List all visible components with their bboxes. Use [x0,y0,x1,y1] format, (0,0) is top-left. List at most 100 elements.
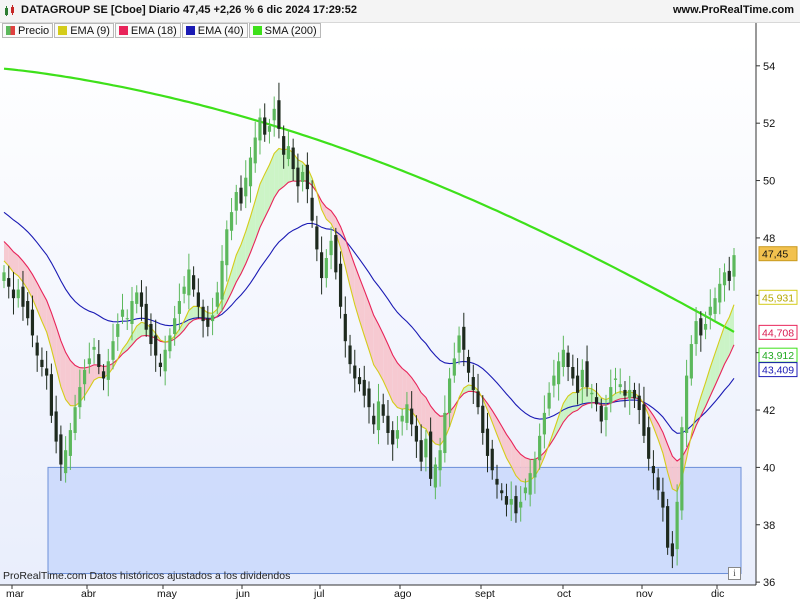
candle-body [547,392,551,409]
candle-body [82,369,87,385]
candle [438,437,442,487]
candle-body [282,136,286,155]
sma200-value-box-label: 43,912 [762,350,794,362]
ema-cloud-segment [411,377,417,418]
ema40-value-box: 43,409 [758,362,798,378]
candle [343,296,347,358]
candle [206,305,210,337]
ema-cloud-segment [406,372,412,412]
candle-body [192,275,196,290]
candle [173,305,177,346]
info-icon[interactable]: i [728,567,741,580]
candle-body [362,379,366,396]
ema-cloud-segment [13,251,19,276]
candle [163,335,167,386]
candle-body [154,335,158,356]
candle-body [552,375,556,386]
ema9-value-box-bg [758,289,798,305]
candle [452,342,456,383]
candle [528,459,532,507]
candle [26,292,30,326]
ema-cloud-segment [179,320,185,336]
candle-body [7,278,11,287]
candle-body [73,407,77,433]
y-tick-label: 48 [763,233,775,245]
candle-body [234,192,238,211]
candle-body [533,458,537,478]
legend-item-ema9[interactable]: EMA (9) [54,23,114,38]
candle-body [310,197,314,221]
price-chart[interactable]: 36 38 40 42 48 50 52 54 mar abr may jun jul ago sept o… [0,23,800,600]
ema18-line [3,179,735,462]
candle [68,422,72,470]
candle-body [680,427,684,511]
brand-url[interactable]: www.ProRealTime.com [672,4,794,16]
ema-cloud-segment [274,148,279,198]
ema-cloud-segment [18,255,23,283]
candle [405,391,409,431]
legend-item-price[interactable]: Precio [2,23,54,38]
candle [106,348,110,397]
candle-body [97,354,101,367]
candle-body [495,478,499,485]
candle-body [722,272,727,286]
candle-body [139,292,144,307]
ema-cloud-segment [8,246,14,273]
candle-body [684,375,689,433]
candle-body [618,384,622,388]
candle-body [689,344,693,379]
candle [92,338,96,364]
candle [542,395,546,449]
candle-body [433,464,437,488]
candle-body [92,346,96,350]
legend-item-sma200[interactable]: SMA (200) [248,23,321,38]
x-tick-label: oct [557,588,571,600]
candle [177,283,181,331]
candle [149,313,153,356]
candle-body [623,389,627,396]
ema-cloud-segment [582,387,588,406]
candle [348,334,352,374]
candle-body [130,301,134,324]
candle [272,96,276,137]
legend-item-ema18[interactable]: EMA (18) [114,23,181,38]
candle-body [599,405,603,422]
ema18-swatch-icon [118,26,128,35]
candle-body [263,117,267,135]
ema-cloud-segment [136,322,142,340]
ema-cloud-segment [425,397,431,439]
ema9-value-box: 45,931 [758,289,798,305]
candle [324,249,328,288]
candle-body [632,389,637,399]
candle-body [670,543,674,557]
legend-item-ema40[interactable]: EMA (40) [181,23,248,38]
candle-body [609,387,613,403]
candle [282,125,286,169]
candle [334,227,338,280]
x-tick-label: jun [235,588,250,600]
candle-body [206,318,210,327]
candle [623,381,627,408]
ema-cloud-segment [326,207,332,224]
support-zone-group [47,466,742,575]
candle-body [476,391,480,408]
x-tick-label: sept [475,588,495,600]
ema9-value-box-label: 45,931 [762,292,794,304]
candle-body [64,450,68,474]
candle [21,270,25,321]
candle-body [239,187,243,204]
candle [590,383,594,409]
candle [495,464,499,499]
candle-body [353,365,357,379]
candle-body [395,430,400,439]
x-tick-label: may [157,588,178,600]
candle [485,412,490,473]
candle [703,311,708,340]
candle-body [656,477,660,491]
ema-cloud-segment [65,352,71,406]
candle-body [296,167,300,187]
candle [722,263,727,302]
ema-cloud-segment [378,324,384,381]
candle [372,403,376,434]
candle [263,103,267,142]
